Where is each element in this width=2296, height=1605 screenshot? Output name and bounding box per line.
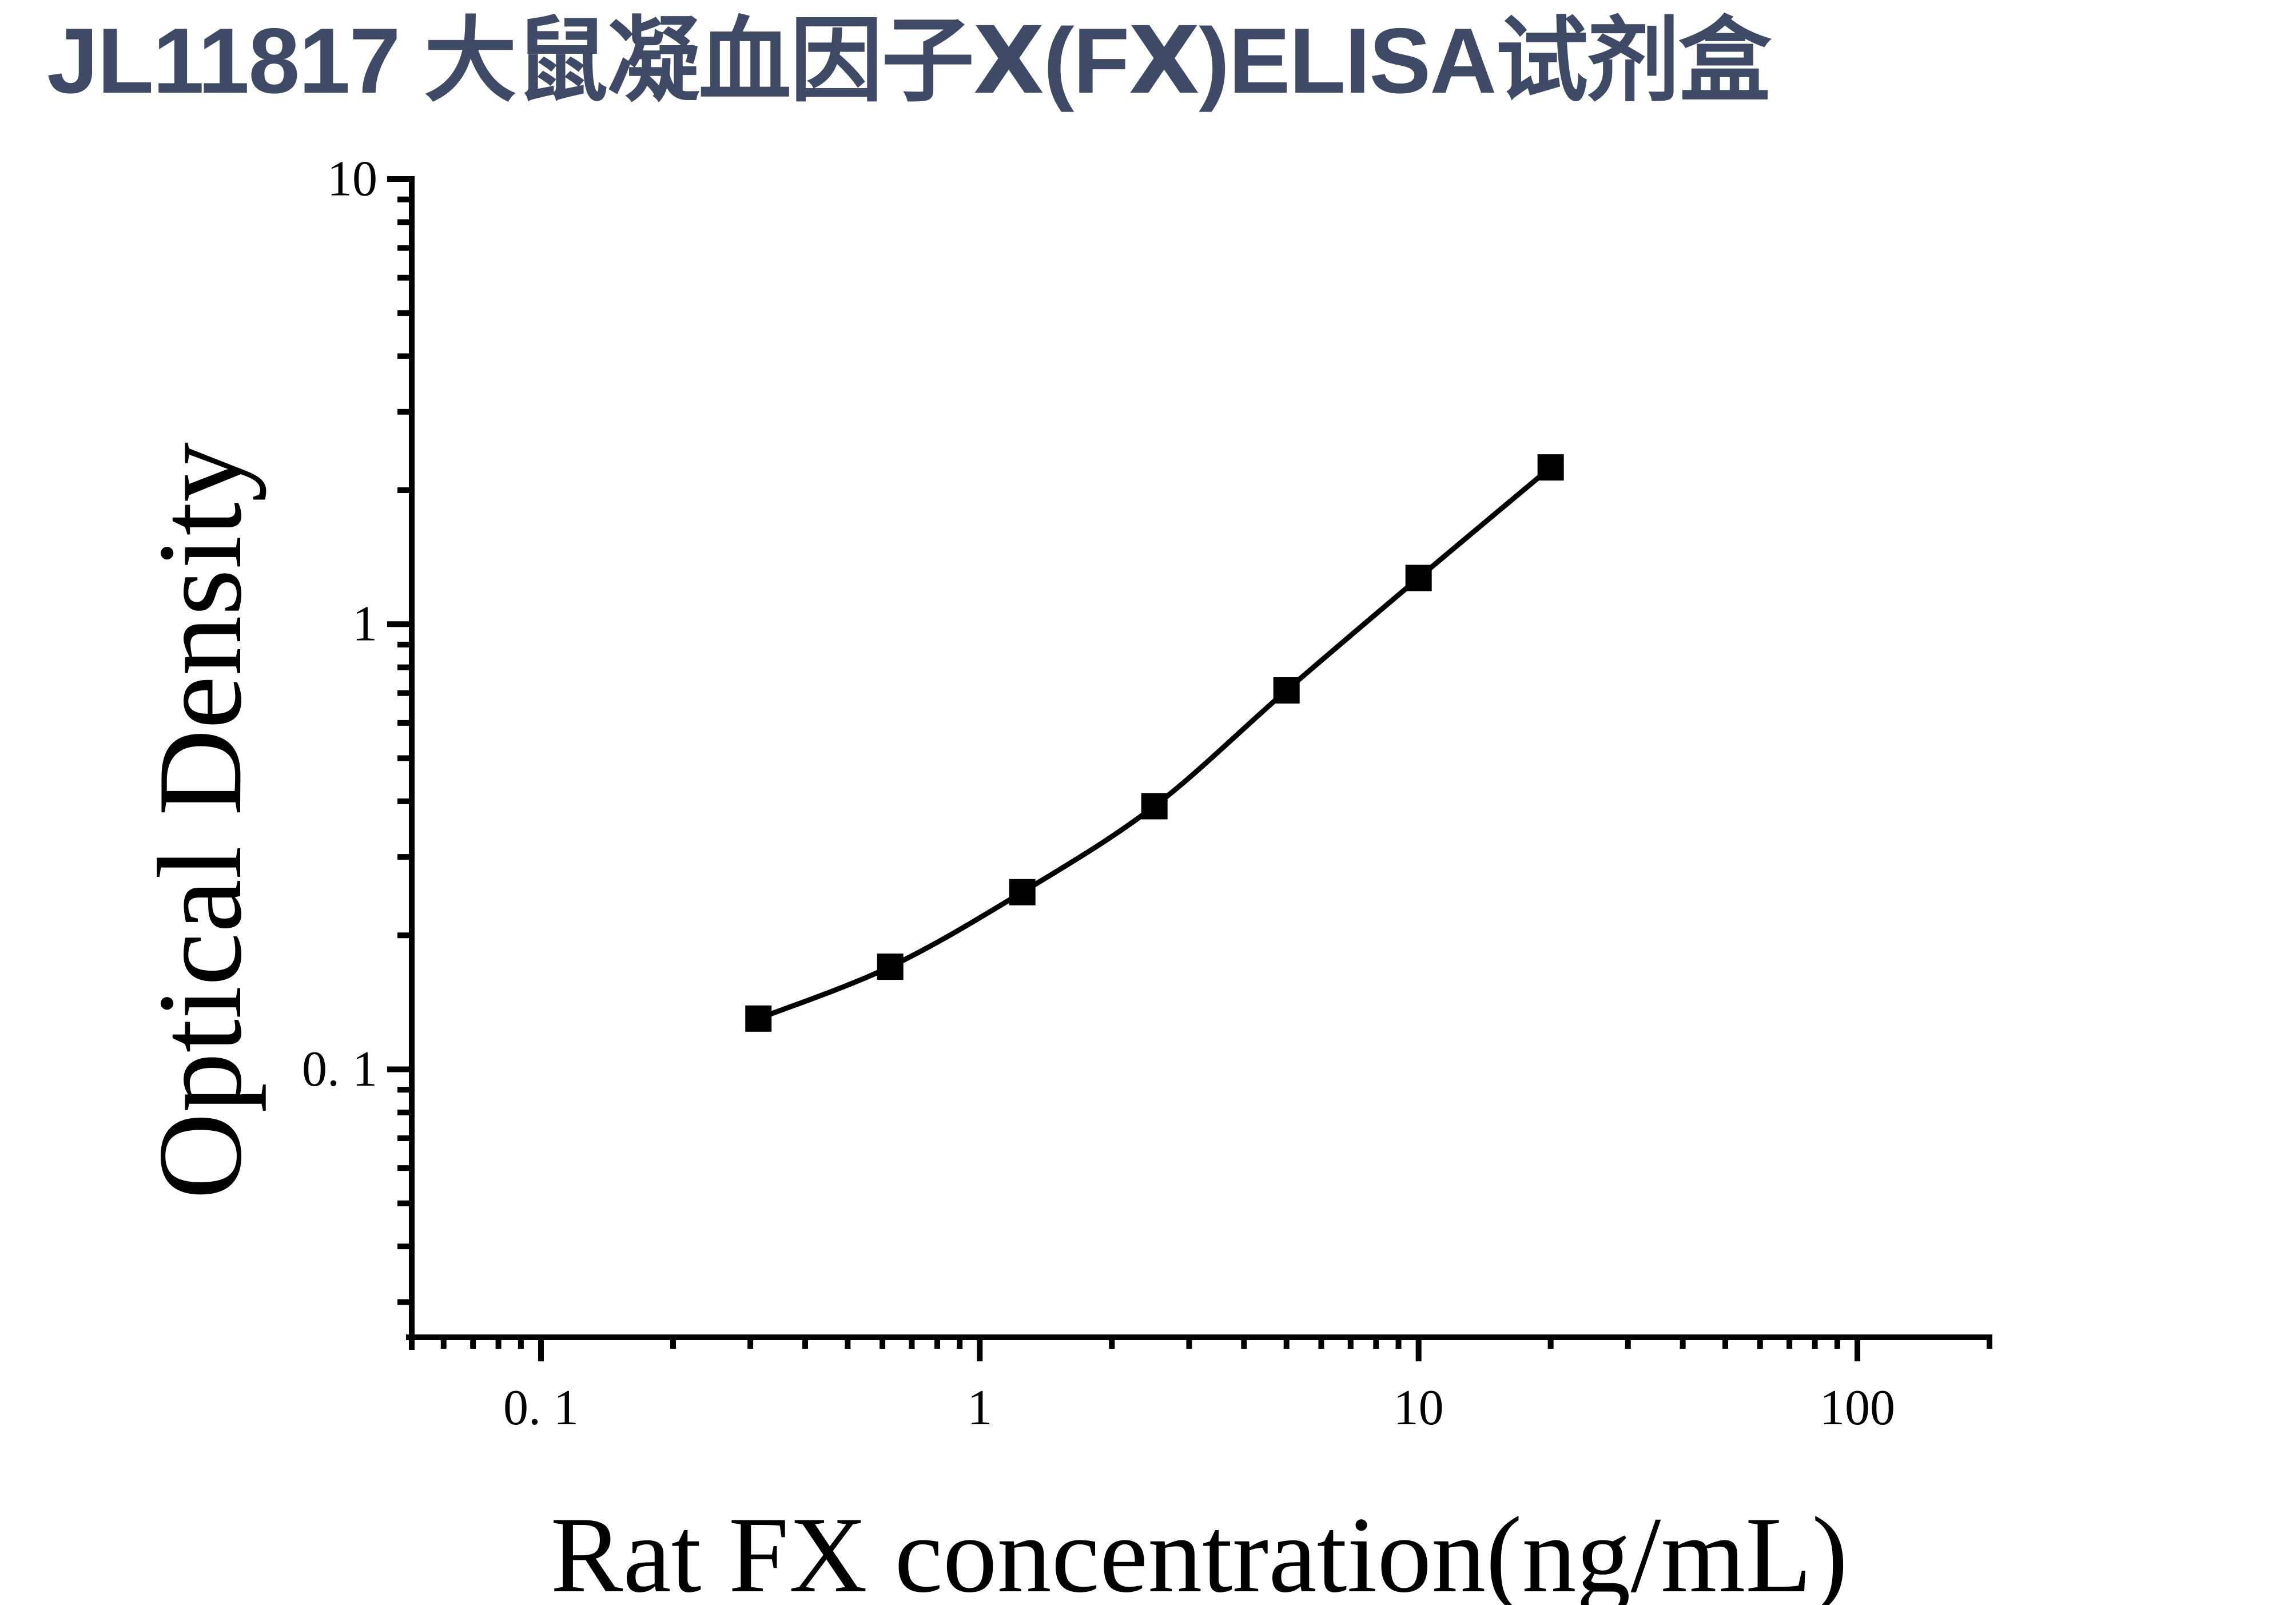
page-title: JL11817 大鼠凝血因子Ⅹ(FⅩ)ELISA试剂盒: [47, 9, 1771, 113]
x-axis-title: Rat FX concentration(ng/mL): [551, 1495, 1848, 1605]
x-tick-label: 0. 1: [503, 1380, 579, 1436]
y-tick-label: 1: [352, 597, 377, 652]
x-tick-label: 1: [967, 1380, 992, 1436]
data-point-marker: [745, 1005, 772, 1032]
data-point-marker: [1141, 793, 1168, 820]
x-tick-label: 10: [1394, 1380, 1444, 1436]
data-point-marker: [1009, 879, 1036, 905]
data-point-marker: [1405, 565, 1432, 591]
data-point-marker: [1537, 454, 1564, 481]
y-tick-label: 0. 1: [302, 1042, 377, 1097]
curve-line: [757, 465, 1553, 1021]
y-axis-title: Optical Density: [134, 442, 266, 1199]
data-point-marker: [1273, 677, 1300, 704]
x-tick-label: 100: [1820, 1380, 1895, 1436]
data-point-marker: [877, 954, 904, 980]
y-tick-label: 10: [327, 152, 377, 207]
